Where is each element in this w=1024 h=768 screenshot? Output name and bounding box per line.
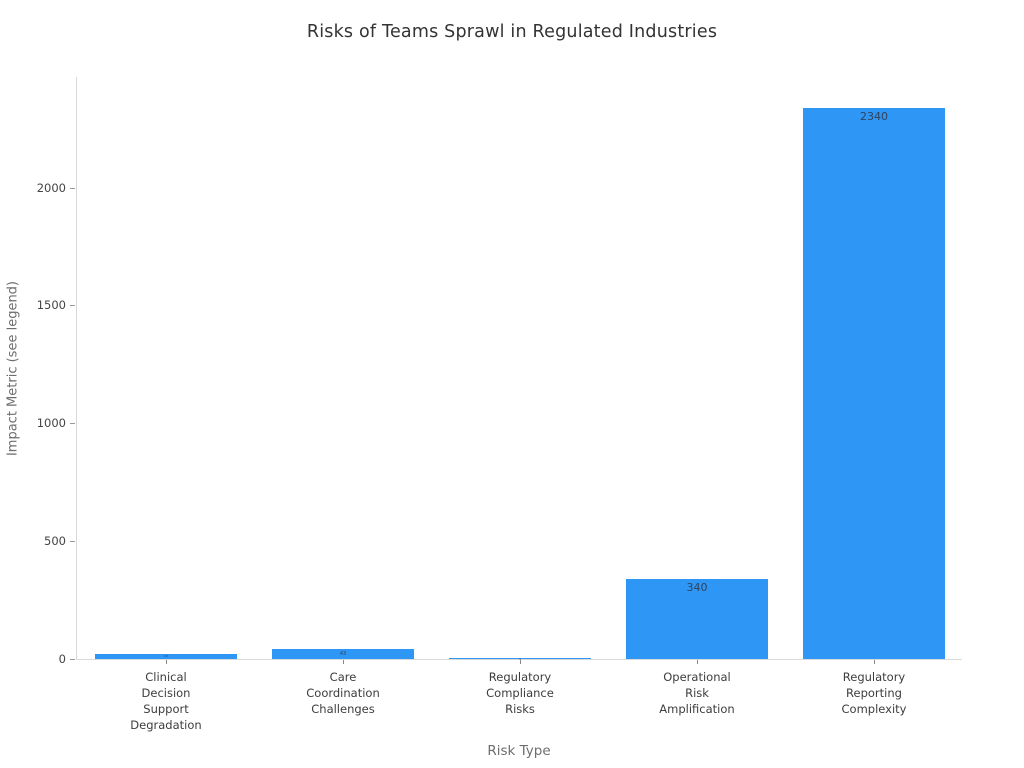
x-tick-mark [874, 660, 875, 664]
y-tick-label: 0 [58, 651, 66, 666]
y-axis-title: Impact Metric (see legend) [5, 280, 21, 457]
x-axis-line [76, 659, 962, 660]
x-tick-mark [343, 660, 344, 664]
y-tick-mark [70, 187, 75, 189]
y-tick-mark [70, 658, 75, 660]
y-tick-mark [70, 423, 75, 424]
bar-value-label: 2340 [860, 110, 888, 123]
bar-value-label: 340 [686, 581, 708, 594]
bar-5: 2340 [803, 108, 945, 659]
x-axis-title: Risk Type [487, 743, 551, 759]
bar-4: 340 [626, 579, 768, 659]
x-category-label: Care Coordination Challenges [306, 670, 380, 716]
x-category-label: Regulatory Compliance Risks [486, 670, 554, 716]
bar-value-label: 4 [519, 657, 521, 661]
bar-3: 4 [449, 657, 591, 661]
x-tick-mark [520, 660, 521, 664]
x-category-label: Clinical Decision Support Degradation [130, 670, 202, 732]
bar-1: 23 [95, 654, 237, 659]
y-tick-mark [70, 540, 75, 542]
x-category-label: Regulatory Reporting Complexity [841, 670, 907, 716]
x-tick-mark [166, 660, 167, 664]
y-tick-label: 2000 [36, 180, 66, 195]
y-axis-line [76, 77, 77, 660]
x-category-label: Operational Risk Amplification [659, 670, 735, 716]
y-tick-label: 1000 [36, 416, 66, 430]
y-tick-label: 1500 [36, 298, 66, 313]
x-tick-mark [697, 660, 698, 664]
bar-value-label: 23 [164, 654, 168, 658]
y-tick-label: 500 [44, 533, 66, 548]
bar-value-label: 43 [339, 650, 347, 657]
bar-2: 43 [272, 649, 414, 659]
chart-title: Risks of Teams Sprawl in Regulated Indus… [306, 22, 718, 42]
y-tick-mark [70, 305, 75, 307]
